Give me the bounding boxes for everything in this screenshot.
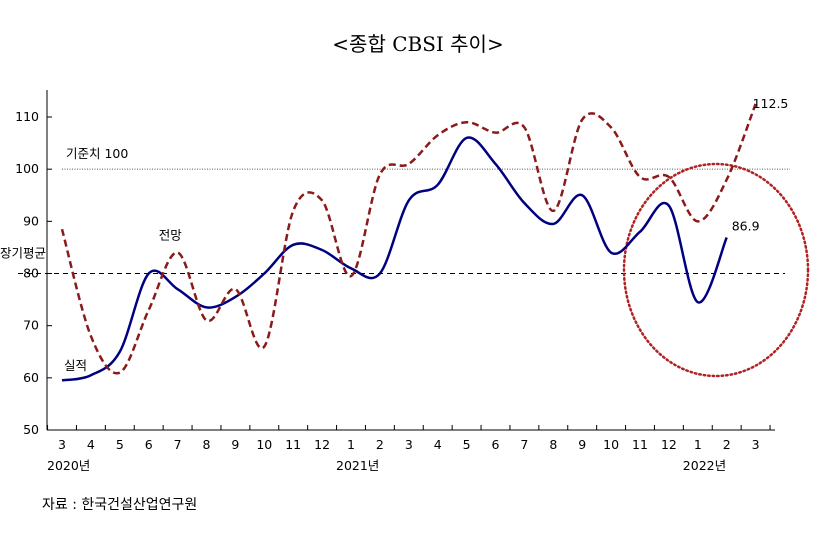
x-tick-label: 3 — [405, 437, 413, 452]
x-tick-label: 1 — [347, 437, 355, 452]
highlight-circle — [622, 162, 810, 378]
x-tick-label: 8 — [549, 437, 557, 452]
forecast-line — [60, 103, 757, 375]
chart-title: <종합 CBSI 추이> — [332, 32, 504, 56]
year-label: 2021년 — [336, 458, 379, 473]
source-note: 자료 : 한국건설산업연구원 — [42, 497, 198, 513]
series-label-actual: 실적 — [64, 358, 87, 373]
x-tick-label: 3 — [752, 437, 760, 452]
x-tick-label: 9 — [231, 437, 239, 452]
x-tick-label: 7 — [174, 437, 182, 452]
x-tick-label: 6 — [145, 437, 153, 452]
x-tick-label: 2 — [376, 437, 384, 452]
x-tick-label: 9 — [578, 437, 586, 452]
x-tick-label: 3 — [58, 437, 66, 452]
x-tick-label: 1 — [694, 437, 702, 452]
x-tick-label: 11 — [632, 437, 648, 452]
y-tick-label: 60 — [23, 370, 39, 385]
year-label: 2022년 — [683, 458, 726, 473]
x-tick-label: 10 — [603, 437, 619, 452]
data-label: 86.9 — [732, 219, 760, 234]
x-tick-label: 7 — [520, 437, 528, 452]
data-label: 112.5 — [753, 96, 789, 111]
x-tick-label: 8 — [203, 437, 211, 452]
y-tick-label: 90 — [23, 213, 39, 228]
x-tick-label: 5 — [463, 437, 471, 452]
long-term-average-label: 장기평균 — [0, 246, 46, 261]
actual-line — [61, 136, 728, 382]
y-tick-label: 100 — [15, 161, 39, 176]
y-tick-label: 50 — [23, 422, 39, 437]
x-tick-label: 4 — [434, 437, 442, 452]
x-tick-label: 11 — [285, 437, 301, 452]
y-tick-label: 110 — [15, 109, 39, 124]
x-tick-label: 12 — [314, 437, 330, 452]
baseline-100-label: 기준치 100 — [66, 146, 128, 161]
year-label: 2020년 — [47, 458, 90, 473]
y-tick-label: 70 — [23, 318, 39, 333]
x-tick-label: 2 — [723, 437, 731, 452]
x-tick-label: 4 — [87, 437, 95, 452]
x-tick-label: 6 — [492, 437, 500, 452]
series-label-forecast: 전망 — [159, 228, 183, 243]
x-tick-label: 12 — [661, 437, 677, 452]
x-tick-label: 10 — [256, 437, 272, 452]
x-tick-label: 5 — [116, 437, 124, 452]
